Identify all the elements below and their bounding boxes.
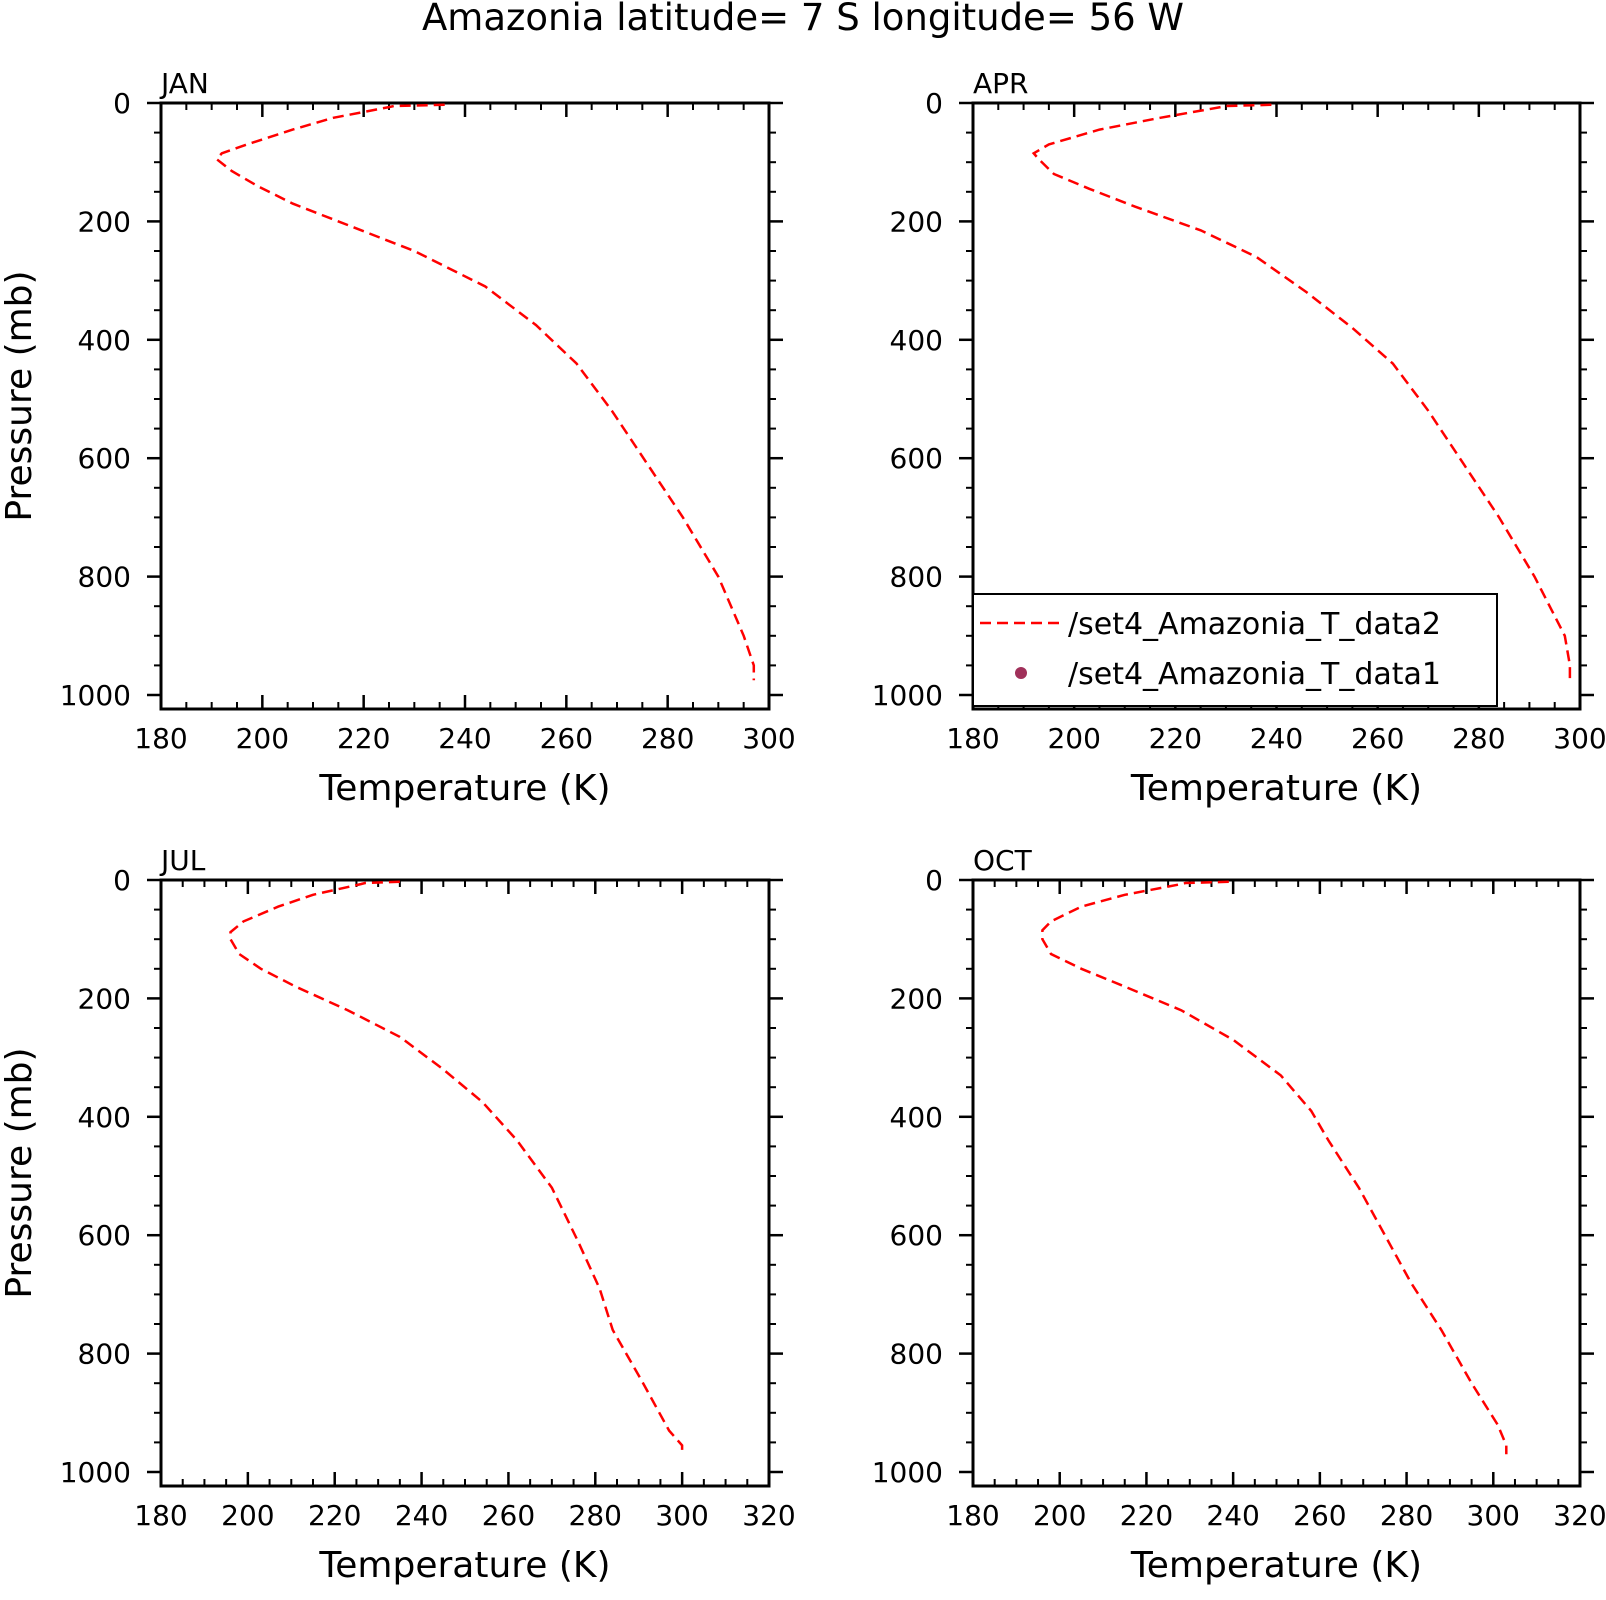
- y-tick-label: 1000: [872, 679, 943, 712]
- x-axis-title: Temperature (K): [1130, 768, 1422, 809]
- legend-box: [972, 593, 1498, 707]
- y-tick-label: 800: [890, 1338, 943, 1371]
- x-axis-title: Temperature (K): [318, 768, 610, 809]
- x-tick-label: 280: [641, 722, 694, 755]
- legend-label-data2: /set4_Amazonia_T_data2: [1068, 607, 1441, 642]
- y-tick-label: 400: [890, 1101, 943, 1134]
- x-tick-label: 280: [1452, 722, 1505, 755]
- y-tick-label: 0: [925, 87, 943, 120]
- panel-jan: JAN 180 200 220 240 260 280 300 0 200 400 600 800 100…: [0, 67, 796, 809]
- figure-title: Amazonia latitude= 7 S longitude= 56 W: [422, 0, 1184, 39]
- plot-frame: [159, 878, 771, 1488]
- x-tick-label: 240: [395, 1499, 448, 1532]
- x-tick-label: 200: [1047, 722, 1100, 755]
- x-tick-label: 300: [742, 722, 795, 755]
- legend: /set4_Amazonia_T_data2 /set4_Amazonia_T_…: [972, 593, 1498, 707]
- x-tick-label: 240: [1250, 722, 1303, 755]
- x-tick-label: 320: [742, 1499, 795, 1532]
- series-line-data2: [1031, 103, 1572, 681]
- x-tick-label: 200: [236, 722, 289, 755]
- x-tick-label: 320: [1553, 1499, 1606, 1532]
- x-tick-label: 220: [337, 722, 390, 755]
- y-tick-label: 200: [890, 982, 943, 1015]
- y-tick-label: 600: [78, 442, 131, 475]
- y-axis-title: Pressure (mb): [0, 270, 40, 521]
- x-tick-label: 180: [946, 722, 999, 755]
- x-tick-label: 300: [1467, 1499, 1520, 1532]
- plot-frame: [159, 101, 771, 711]
- y-tick-label: 0: [113, 864, 131, 897]
- panel-label: JUL: [159, 844, 206, 877]
- y-tick-label: 1000: [60, 1456, 131, 1489]
- y-tick-label: 400: [890, 324, 943, 357]
- y-tick-label: 200: [890, 205, 943, 238]
- y-tick-label: 600: [890, 442, 943, 475]
- x-tick-label: 200: [1033, 1499, 1086, 1532]
- x-tick-label: 220: [308, 1499, 361, 1532]
- plot-frame: [971, 878, 1582, 1488]
- series-line-data2: [1041, 880, 1508, 1455]
- y-tick-label: 0: [925, 864, 943, 897]
- panel-label: APR: [973, 67, 1029, 100]
- x-tick-label: 180: [134, 722, 187, 755]
- x-tick-label: 180: [946, 1499, 999, 1532]
- x-tick-label: 180: [134, 1499, 187, 1532]
- y-tick-label: 1000: [872, 1456, 943, 1489]
- y-tick-label: 600: [890, 1219, 943, 1252]
- x-tick-label: 220: [1149, 722, 1202, 755]
- legend-swatch-marker: [1015, 667, 1027, 679]
- y-tick-label: 800: [890, 561, 943, 594]
- panel-label: OCT: [973, 844, 1033, 877]
- y-tick-label: 600: [78, 1219, 131, 1252]
- x-tick-label: 240: [438, 722, 491, 755]
- x-tick-label: 280: [1380, 1499, 1433, 1532]
- legend-label-data1: /set4_Amazonia_T_data1: [1068, 657, 1441, 692]
- x-axis-title: Temperature (K): [318, 1545, 610, 1586]
- x-tick-label: 280: [569, 1499, 622, 1532]
- x-tick-label: 220: [1120, 1499, 1173, 1532]
- x-tick-label: 260: [540, 722, 593, 755]
- y-tick-label: 400: [78, 1101, 131, 1134]
- panels-group: JAN 180 200 220 240 260 280 300 0 200 400 600 800 100…: [0, 67, 1606, 1586]
- y-tick-label: 800: [78, 1338, 131, 1371]
- panel-label: JAN: [159, 67, 209, 100]
- y-tick-label: 200: [78, 982, 131, 1015]
- y-axis-title: Pressure (mb): [0, 1047, 40, 1298]
- y-tick-label: 400: [78, 324, 131, 357]
- y-tick-label: 200: [78, 205, 131, 238]
- x-tick-label: 260: [1293, 1499, 1346, 1532]
- y-tick-label: 0: [113, 87, 131, 120]
- x-tick-label: 240: [1206, 1499, 1259, 1532]
- panel-jul: JUL 180 200 220 240 260 280 300 320 0 200 400 600 800…: [0, 844, 796, 1586]
- panel-apr: APR 180 200 220 240 260 280 300 0 200 400 600 800 100…: [872, 67, 1606, 809]
- series-line-data2: [229, 880, 684, 1455]
- x-axis-title: Temperature (K): [1130, 1545, 1422, 1586]
- y-tick-label: 800: [78, 561, 131, 594]
- x-tick-label: 200: [221, 1499, 274, 1532]
- x-tick-label: 260: [1351, 722, 1404, 755]
- x-tick-label: 300: [1553, 722, 1606, 755]
- y-tick-label: 1000: [60, 679, 131, 712]
- x-tick-label: 260: [482, 1499, 535, 1532]
- series-line-data2: [214, 103, 756, 681]
- panel-oct: OCT 180 200 220 240 260 280 300 320 0 200 400 600 800…: [872, 844, 1606, 1586]
- x-tick-label: 300: [655, 1499, 708, 1532]
